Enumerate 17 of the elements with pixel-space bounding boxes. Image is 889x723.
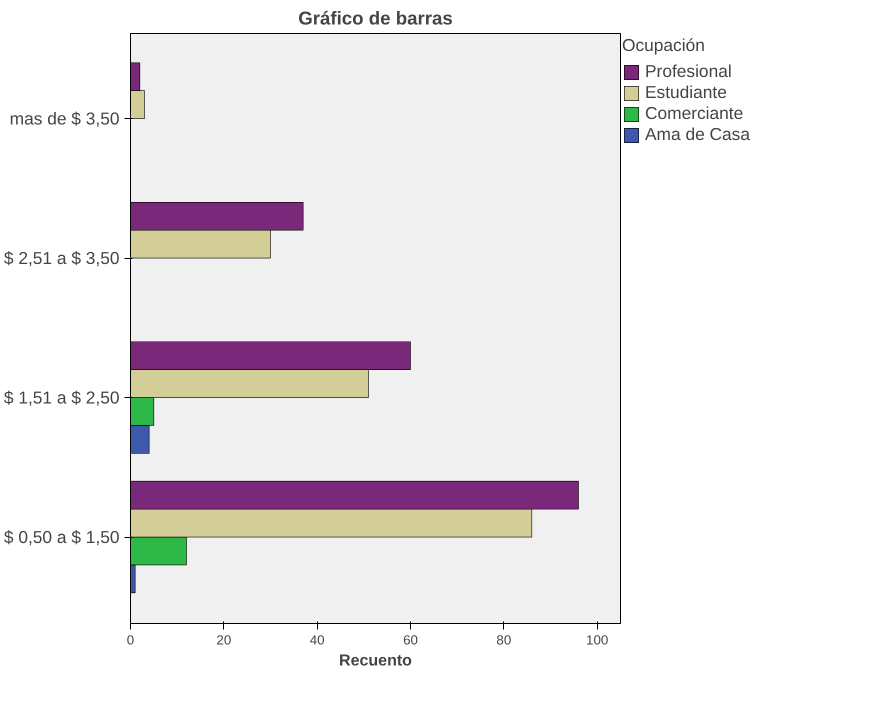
x-tick-label: 20 [216, 632, 232, 648]
y-tick-label: $ 1,51 a $ 2,50 [4, 388, 120, 408]
x-tick-label: 0 [126, 632, 134, 648]
x-tick-label: 60 [403, 632, 418, 648]
legend-label: Estudiante [645, 82, 727, 103]
x-tick-label: 40 [310, 632, 325, 648]
legend-label: Ama de Casa [645, 124, 750, 145]
x-tick-label: 80 [496, 632, 512, 648]
chart-title: Gráfico de barras [298, 8, 453, 28]
y-tick-label: $ 2,51 a $ 3,50 [4, 248, 120, 268]
x-tick-label: 100 [586, 632, 608, 648]
y-tick-label: mas de $ 3,50 [10, 108, 120, 129]
y-tick-label: $ 0,50 a $ 1,50 [4, 527, 120, 548]
legend-title: Ocupación [622, 35, 706, 56]
x-axis-title: Recuento [339, 652, 412, 670]
legend-label: Comerciante [645, 103, 744, 124]
legend-label: Profesional [645, 61, 732, 82]
